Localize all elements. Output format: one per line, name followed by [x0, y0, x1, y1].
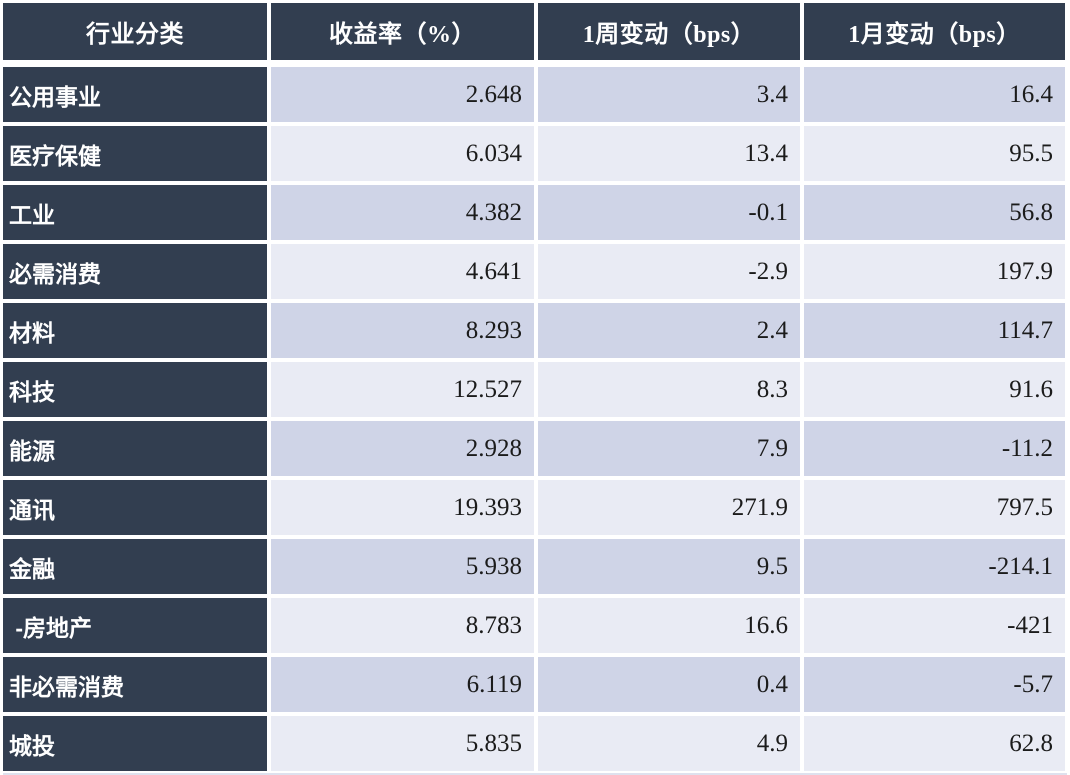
yield-value: 6.034 — [271, 126, 534, 181]
industry-label: 城投 — [3, 716, 267, 771]
table-row: 非必需消费 6.119 0.4 -5.7 — [3, 657, 1067, 712]
industry-label: 必需消费 — [3, 244, 267, 299]
column-header-week-change: 1周变动（bps） — [538, 3, 800, 60]
week-change-value: 2.4 — [538, 303, 800, 358]
table-row: 科技 12.527 8.3 91.6 — [3, 362, 1067, 417]
week-change-value: 4.9 — [538, 716, 800, 771]
table-row: 能源 2.928 7.9 -11.2 — [3, 421, 1067, 476]
week-change-value: 271.9 — [538, 480, 800, 535]
industry-label: 金融 — [3, 539, 267, 594]
table-body: 公用事业 2.648 3.4 16.4 医疗保健 6.034 13.4 95.5… — [3, 67, 1067, 771]
yield-value: 6.119 — [271, 657, 534, 712]
industry-label: 工业 — [3, 185, 267, 240]
week-change-value: 9.5 — [538, 539, 800, 594]
week-change-value: 13.4 — [538, 126, 800, 181]
yield-value: 19.393 — [271, 480, 534, 535]
yield-value: 8.783 — [271, 598, 534, 653]
industry-label: 科技 — [3, 362, 267, 417]
column-header-month-change: 1月变动（bps） — [804, 3, 1065, 60]
month-change-value: 114.7 — [804, 303, 1065, 358]
month-change-value: 62.8 — [804, 716, 1065, 771]
table-row: 公用事业 2.648 3.4 16.4 — [3, 67, 1067, 122]
month-change-value: 91.6 — [804, 362, 1065, 417]
yield-value: 5.835 — [271, 716, 534, 771]
yield-value: 8.293 — [271, 303, 534, 358]
table-bottom-border — [3, 773, 1067, 775]
week-change-value: -2.9 — [538, 244, 800, 299]
week-change-value: 8.3 — [538, 362, 800, 417]
table-row: -房地产 8.783 16.6 -421 — [3, 598, 1067, 653]
table-row: 必需消费 4.641 -2.9 197.9 — [3, 244, 1067, 299]
column-header-yield: 收益率（%） — [271, 3, 534, 60]
month-change-value: 197.9 — [804, 244, 1065, 299]
week-change-value: 16.6 — [538, 598, 800, 653]
table-row: 城投 5.835 4.9 62.8 — [3, 716, 1067, 771]
industry-label: 通讯 — [3, 480, 267, 535]
month-change-value: -214.1 — [804, 539, 1065, 594]
month-change-value: 56.8 — [804, 185, 1065, 240]
data-table: 行业分类 收益率（%） 1周变动（bps） 1月变动（bps） 公用事业 2.6… — [3, 3, 1067, 775]
yield-value: 4.641 — [271, 244, 534, 299]
industry-label: 公用事业 — [3, 67, 267, 122]
column-header-industry: 行业分类 — [3, 3, 267, 60]
week-change-value: 0.4 — [538, 657, 800, 712]
week-change-value: -0.1 — [538, 185, 800, 240]
table-header-row: 行业分类 收益率（%） 1周变动（bps） 1月变动（bps） — [3, 3, 1067, 60]
month-change-value: -421 — [804, 598, 1065, 653]
industry-label: 能源 — [3, 421, 267, 476]
yield-value: 5.938 — [271, 539, 534, 594]
month-change-value: 95.5 — [804, 126, 1065, 181]
yield-value: 2.928 — [271, 421, 534, 476]
table-row: 材料 8.293 2.4 114.7 — [3, 303, 1067, 358]
yield-value: 2.648 — [271, 67, 534, 122]
table-row: 通讯 19.393 271.9 797.5 — [3, 480, 1067, 535]
yield-value: 12.527 — [271, 362, 534, 417]
industry-label: 材料 — [3, 303, 267, 358]
yield-value: 4.382 — [271, 185, 534, 240]
table-row: 医疗保健 6.034 13.4 95.5 — [3, 126, 1067, 181]
month-change-value: -5.7 — [804, 657, 1065, 712]
industry-label: 非必需消费 — [3, 657, 267, 712]
month-change-value: 16.4 — [804, 67, 1065, 122]
week-change-value: 3.4 — [538, 67, 800, 122]
month-change-value: -11.2 — [804, 421, 1065, 476]
week-change-value: 7.9 — [538, 421, 800, 476]
table-row: 工业 4.382 -0.1 56.8 — [3, 185, 1067, 240]
industry-label: 医疗保健 — [3, 126, 267, 181]
table-row: 金融 5.938 9.5 -214.1 — [3, 539, 1067, 594]
month-change-value: 797.5 — [804, 480, 1065, 535]
industry-label: -房地产 — [3, 598, 267, 653]
